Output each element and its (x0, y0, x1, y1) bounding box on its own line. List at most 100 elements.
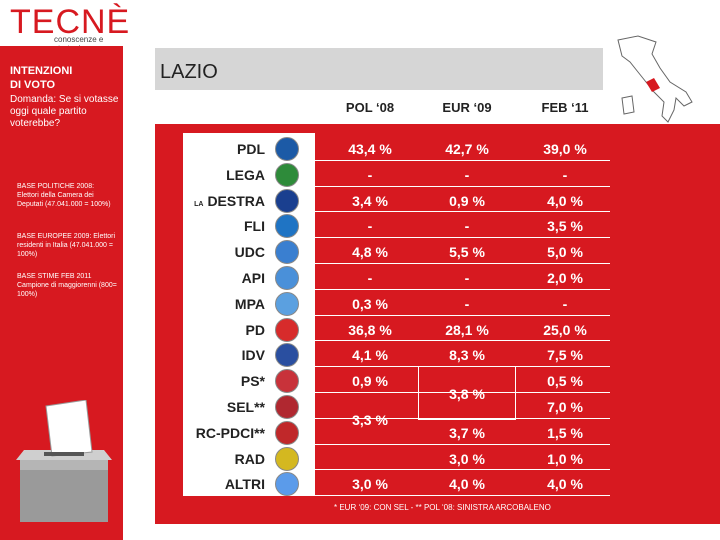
merged-cell-eur (418, 366, 516, 420)
value-eur: - (464, 166, 470, 183)
logo-text: TECNÈ (10, 3, 131, 41)
value-feb: 5,0 % (547, 244, 583, 261)
party-label: PS* (185, 368, 265, 394)
party-logo-icon (275, 291, 299, 316)
party-logo-icon (275, 214, 299, 239)
party-label: RAD (185, 446, 265, 472)
party-logo-icon (275, 266, 299, 290)
title-bar (155, 48, 603, 90)
value-feb: 1,0 % (547, 450, 583, 467)
party-prefix: LA (194, 200, 204, 208)
row-divider (315, 288, 610, 290)
value-pol: - (367, 218, 373, 235)
row-divider (315, 263, 610, 264)
party-label: MPA (185, 291, 265, 317)
party-logo-icon (275, 343, 299, 368)
value-eur: - (464, 270, 470, 286)
value-pol: 4,8 % (352, 244, 388, 261)
merged-value-eur: 3,8 % (449, 386, 485, 403)
sidebar-title-line2: DI VOTO (10, 79, 56, 91)
row-divider (315, 159, 610, 161)
value-eur: 5,5 % (449, 244, 485, 261)
row-divider (315, 185, 610, 187)
value-feb: - (562, 295, 568, 312)
value-eur: - (464, 295, 470, 312)
row-divider (315, 237, 610, 239)
party-name: LEGA (226, 166, 265, 183)
value-eur: 42,7 % (445, 141, 489, 157)
party-logo-icon (275, 369, 299, 394)
party-logo-icon (275, 188, 299, 213)
party-logo-icon (275, 240, 299, 265)
value-feb: 7,5 % (547, 347, 583, 364)
party-label: UDC (185, 239, 265, 265)
value-pol: 3,4 % (352, 192, 388, 209)
col-header-eur09: EUR ‘09 (442, 100, 492, 115)
party-name: PDL (237, 141, 265, 157)
party-name: MPA (234, 295, 265, 312)
party-label: IDV (185, 342, 265, 368)
sidebar-question: Domanda: Se si votasse oggi quale partit… (10, 94, 119, 129)
sidebar-note-europee: BASE EUROPEE 2009: Elettori residenti in… (17, 233, 116, 258)
party-logo-icon (275, 420, 299, 445)
value-pol: 36,8 % (348, 321, 392, 338)
value-feb: 7,0 % (547, 399, 583, 415)
sidebar-title-line1: INTENZIONI (10, 65, 73, 77)
col-header-feb11: FEB ‘11 (541, 100, 589, 115)
value-pol: 43,4 % (348, 141, 392, 157)
value-pol: 0,3 % (352, 295, 388, 312)
merged-value-pol: 3,3 % (352, 411, 388, 428)
row-divider (315, 340, 610, 342)
footnote: * EUR ‘09: CON SEL - ** POL ‘08: SINISTR… (334, 503, 551, 512)
party-label: ALTRI (185, 471, 265, 497)
row-divider (315, 469, 610, 471)
party-label: PD (185, 317, 265, 343)
party-name: PD (245, 321, 265, 338)
value-eur: 3,0 % (449, 450, 485, 467)
party-label: PDL (185, 136, 265, 162)
value-eur: 8,3 % (449, 347, 485, 364)
party-name: FLI (244, 218, 265, 235)
value-eur: 28,1 % (445, 321, 489, 338)
row-divider (315, 417, 610, 419)
party-label: LA DESTRA (185, 188, 265, 218)
value-eur: 3,7 % (449, 424, 485, 441)
party-label: FLI (185, 213, 265, 239)
party-label: RC-PDCI** (185, 420, 265, 446)
party-name: IDV (241, 347, 265, 364)
sidebar-title: INTENZIONI DI VOTO (10, 64, 120, 92)
value-feb: 4,0 % (547, 476, 583, 493)
value-eur: 4,0 % (449, 476, 485, 493)
party-logo-icon (275, 446, 299, 471)
value-feb: 3,5 % (547, 218, 583, 235)
party-label: SEL** (185, 394, 265, 420)
value-feb: 4,0 % (547, 192, 583, 209)
party-name: DESTRA (207, 192, 265, 209)
party-logo-icon (275, 137, 299, 161)
value-feb: 1,5 % (547, 424, 583, 441)
party-logo-icon (275, 317, 299, 342)
value-feb: 2,0 % (547, 270, 583, 286)
row-divider (315, 314, 610, 316)
party-name: ALTRI (224, 476, 265, 493)
value-pol: 3,0 % (352, 476, 388, 493)
row-divider (315, 495, 610, 497)
value-feb: 0,5 % (547, 373, 583, 390)
value-pol: - (367, 166, 373, 183)
party-name: RAD (234, 450, 265, 467)
tecne-logo: TECNÈ conoscenze e strategie (10, 3, 131, 53)
party-label: LEGA (185, 162, 265, 188)
col-header-pol08: POL ‘08 (345, 100, 395, 115)
party-name: UDC (234, 244, 265, 261)
value-eur: - (464, 218, 470, 235)
party-name: PS* (240, 373, 265, 390)
party-name: SEL** (226, 399, 265, 415)
value-pol: - (367, 270, 373, 286)
party-name: RC-PDCI** (195, 424, 265, 441)
row-divider (315, 392, 610, 393)
party-label: API (185, 265, 265, 291)
page-title: LAZIO (160, 61, 218, 83)
value-feb: 39,0 % (543, 141, 587, 157)
ballot-box-icon (16, 400, 112, 522)
party-name: API (241, 270, 265, 286)
